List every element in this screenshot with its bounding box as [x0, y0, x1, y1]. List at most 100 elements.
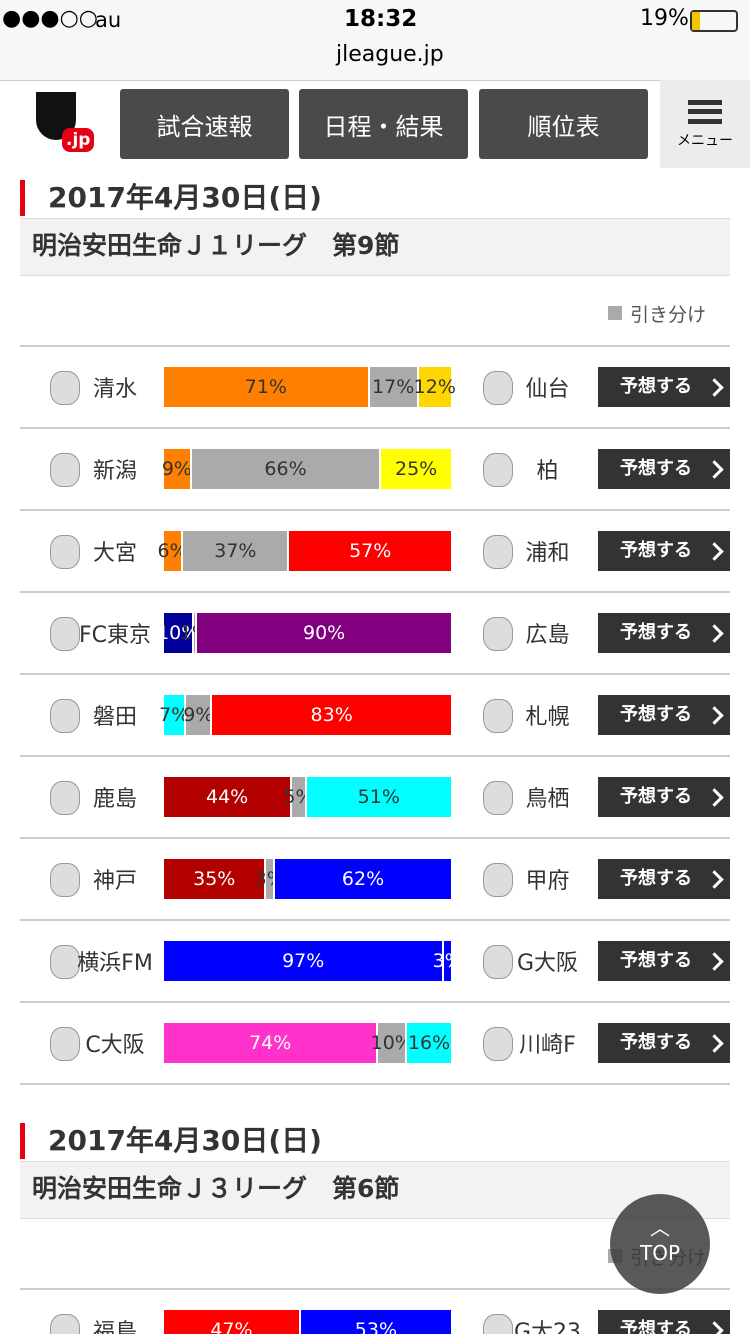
away-team: 仙台 [525, 377, 570, 402]
bar-segment: 17% [367, 367, 417, 407]
team-logo [50, 453, 80, 487]
segment-label: 6% [157, 540, 188, 562]
bar-segment: 51% [304, 777, 451, 817]
team-logo [483, 535, 513, 569]
accent-bar [20, 180, 25, 216]
bar-segment: 7% [159, 695, 189, 735]
bar-segment: 53% [298, 1310, 451, 1334]
predict-button[interactable]: 予想する [598, 941, 730, 981]
top-button[interactable]: ︿ TOP [610, 1194, 710, 1294]
team-logo [50, 535, 80, 569]
prediction-bar: 71% 17% 12% [164, 367, 456, 407]
bar-segment: 57% [287, 531, 451, 571]
away-team: 札幌 [525, 705, 570, 730]
predict-button[interactable]: 予想する [598, 449, 730, 489]
predict-button[interactable]: 予想する [598, 1023, 730, 1063]
predict-button[interactable]: 予想する [598, 613, 730, 653]
bar-segment: 97% [164, 941, 443, 981]
segment-label: 57% [349, 540, 392, 562]
segment-label: 17% [372, 376, 415, 398]
accent-bar [20, 1123, 25, 1159]
battery-icon [690, 10, 738, 32]
status-bar [0, 0, 750, 81]
nav-button[interactable]: 日程・結果 [299, 89, 468, 159]
bar-segment: 71% [164, 367, 368, 407]
nav-button[interactable]: 順位表 [479, 89, 648, 159]
segment-label: 7% [159, 704, 190, 726]
chevron [705, 460, 724, 479]
url[interactable]: jleague.jp [336, 42, 444, 67]
segment-label: 35% [193, 868, 236, 890]
row-divider [20, 755, 730, 757]
bar-segment: 10% [371, 1023, 413, 1063]
bar-segment: 3% [433, 941, 463, 981]
segment-label: 62% [341, 868, 385, 890]
team-logo [50, 1314, 80, 1334]
team-logo [483, 699, 513, 733]
chevron [705, 542, 724, 561]
away-team: 鳥栖 [525, 787, 570, 812]
bar-segment: 3% [255, 859, 285, 899]
segment-label: 74% [249, 1032, 292, 1054]
carrier: au [95, 8, 122, 32]
team-logo [483, 945, 513, 979]
logo-text: .jp [62, 128, 95, 152]
bar-segment: 9% [161, 449, 192, 489]
segment-label: 53% [354, 1319, 398, 1334]
predict-button[interactable]: 予想する [598, 367, 730, 407]
predict-button[interactable]: 予想する [598, 859, 730, 899]
bar-segment: 66% [189, 449, 380, 489]
league-title: 明治安田生命Ｊ１リーグ 第9節 [32, 231, 400, 260]
team-logo [483, 617, 513, 651]
away-team: 浦和 [525, 541, 570, 566]
row-divider [20, 509, 730, 511]
team-logo [483, 453, 513, 487]
segment-label: 44% [206, 786, 249, 808]
legend-swatch [608, 306, 622, 320]
team-logo [483, 1027, 513, 1061]
row-divider [20, 1001, 730, 1003]
segment-label: 9% [161, 458, 192, 480]
home-team: 横浜FM [77, 951, 153, 976]
team-logo [50, 1027, 80, 1061]
bar-segment: 25% [379, 449, 451, 489]
divider [20, 1288, 730, 1290]
predict-button[interactable]: 予想する [598, 695, 730, 735]
team-logo [483, 781, 513, 815]
bar-segment: 74% [164, 1023, 377, 1063]
menu-button[interactable]: メニュー [660, 80, 750, 168]
away-team: 甲府 [525, 869, 570, 894]
prediction-bar: 6% 37% 57% [158, 531, 451, 571]
bar-segment: 44% [164, 777, 291, 817]
home-team: 磐田 [92, 705, 137, 730]
menu-label: メニュー [677, 133, 733, 149]
bar-segment: 10% [157, 613, 199, 653]
nav-button[interactable]: 試合速報 [120, 89, 289, 159]
predict-button[interactable]: 予想する [598, 1310, 730, 1334]
bar-segment: 16% [405, 1023, 451, 1063]
chevron [705, 706, 724, 725]
predict-button[interactable]: 予想する [598, 531, 730, 571]
team-logo [483, 371, 513, 405]
row-divider [20, 1083, 730, 1085]
row-divider [20, 673, 730, 675]
home-team: 鹿島 [92, 787, 137, 812]
bar-segment: 37% [181, 531, 288, 571]
team-logo [483, 863, 513, 897]
league-title: 明治安田生命Ｊ３リーグ 第6節 [32, 1174, 400, 1203]
away-team: 柏 [536, 459, 559, 484]
row-divider [20, 427, 730, 429]
segment-label: 3% [432, 950, 463, 972]
home-team: 大宮 [92, 541, 137, 566]
chevron [705, 788, 724, 807]
bar-segment: 6% [158, 531, 188, 571]
segment-label: 47% [210, 1319, 253, 1334]
predict-button[interactable]: 予想する [598, 777, 730, 817]
chevron [705, 870, 724, 889]
segment-label: 97% [282, 950, 325, 972]
segment-label: 25% [394, 458, 438, 480]
team-logo [50, 945, 80, 979]
segment-label: 37% [214, 540, 257, 562]
away-team: G大23 [513, 1320, 582, 1334]
